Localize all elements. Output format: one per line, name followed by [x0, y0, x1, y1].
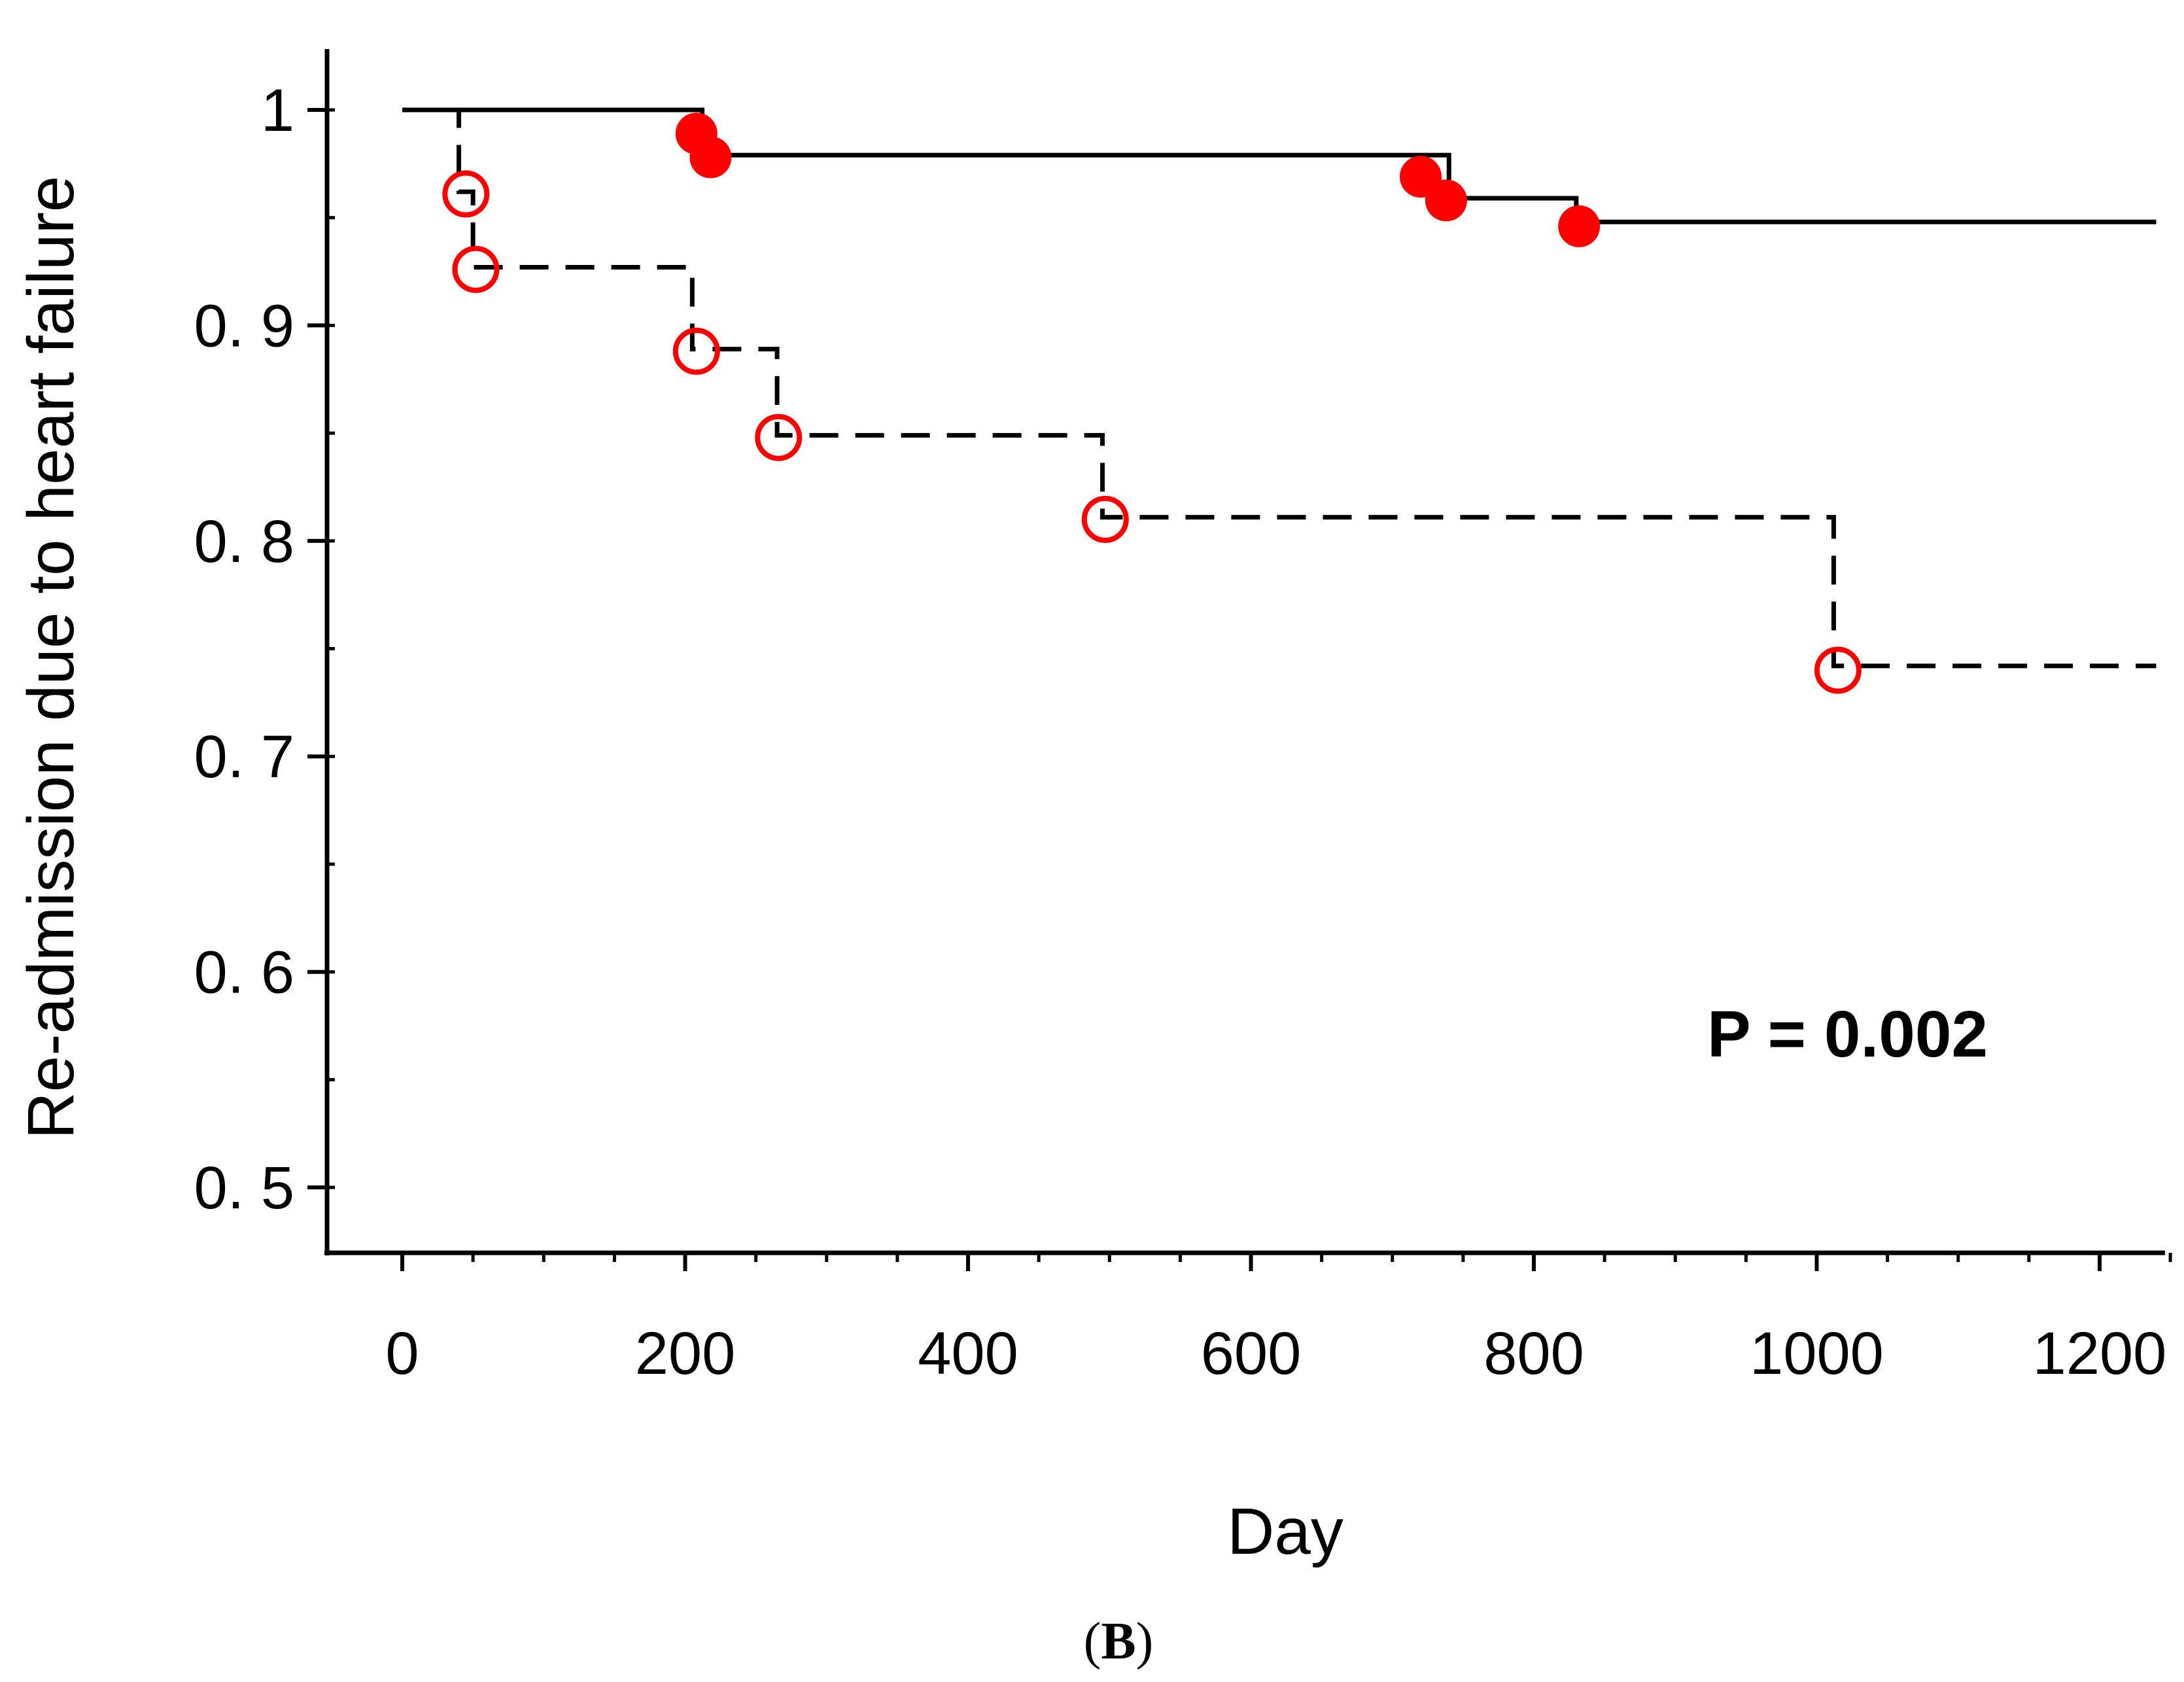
x-tick-label: 0	[385, 1320, 419, 1387]
caption-part: B	[1101, 1613, 1135, 1670]
y-tick-label: 0. 5	[194, 1155, 294, 1221]
marker-layer	[442, 113, 1862, 694]
y-tick-label: 1	[261, 77, 294, 144]
caption-part: )	[1136, 1613, 1154, 1670]
censor-marker-filled	[1558, 205, 1601, 247]
x-axis-title: Day	[1227, 1495, 1343, 1568]
censor-marker-open	[1081, 495, 1129, 543]
series-solid-line	[402, 107, 2157, 224]
x-tick-label: 200	[635, 1320, 736, 1387]
x-tick-label: 1200	[2033, 1320, 2167, 1387]
series-layer	[402, 107, 2157, 669]
label-layer: 0. 5 0. 6 0. 7 0. 8 0. 9 1 0 200 400 600 800 1000 12…	[194, 77, 2167, 1387]
y-tick-label: 0. 7	[194, 724, 294, 790]
x-tick-label: 1000	[1750, 1320, 1884, 1387]
censor-marker-open	[442, 170, 490, 218]
y-tick-label: 0. 6	[194, 939, 294, 1006]
censor-marker-open	[452, 245, 500, 293]
y-tick-label: 0. 8	[194, 508, 294, 575]
p-value-annotation: P = 0.002	[1707, 998, 1988, 1071]
x-tick-label: 800	[1483, 1320, 1584, 1387]
censor-marker-open	[1814, 646, 1862, 694]
censor-marker-open	[755, 413, 803, 461]
censor-marker-open	[672, 327, 720, 375]
axes-layer	[307, 49, 2172, 1271]
y-tick-label: 0. 9	[194, 292, 294, 359]
series-dashed-line	[402, 107, 2157, 669]
caption-part: (	[1084, 1613, 1101, 1670]
censor-marker-filled	[1425, 179, 1467, 222]
censor-marker-filled	[689, 136, 732, 179]
x-tick-label: 600	[1201, 1320, 1302, 1387]
y-axis-title: Re-admission due to heart failure	[14, 176, 88, 1140]
x-tick-label: 400	[918, 1320, 1018, 1387]
figure-caption: (B)	[1084, 1613, 1154, 1670]
